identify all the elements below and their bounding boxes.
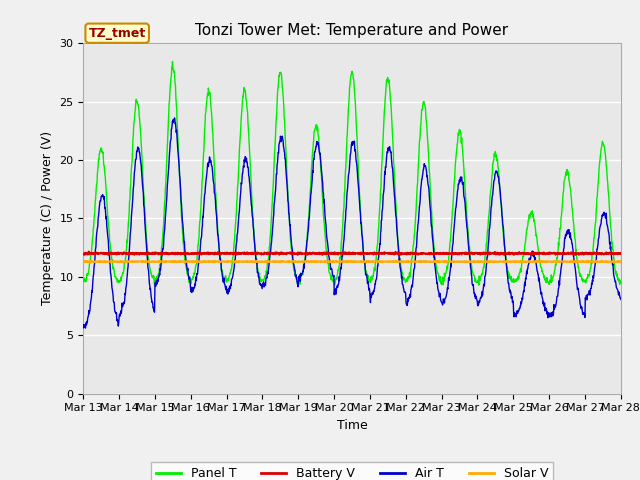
Text: TZ_tmet: TZ_tmet	[88, 27, 146, 40]
Y-axis label: Temperature (C) / Power (V): Temperature (C) / Power (V)	[41, 132, 54, 305]
Title: Tonzi Tower Met: Temperature and Power: Tonzi Tower Met: Temperature and Power	[195, 23, 509, 38]
Legend: Panel T, Battery V, Air T, Solar V: Panel T, Battery V, Air T, Solar V	[150, 462, 554, 480]
X-axis label: Time: Time	[337, 419, 367, 432]
